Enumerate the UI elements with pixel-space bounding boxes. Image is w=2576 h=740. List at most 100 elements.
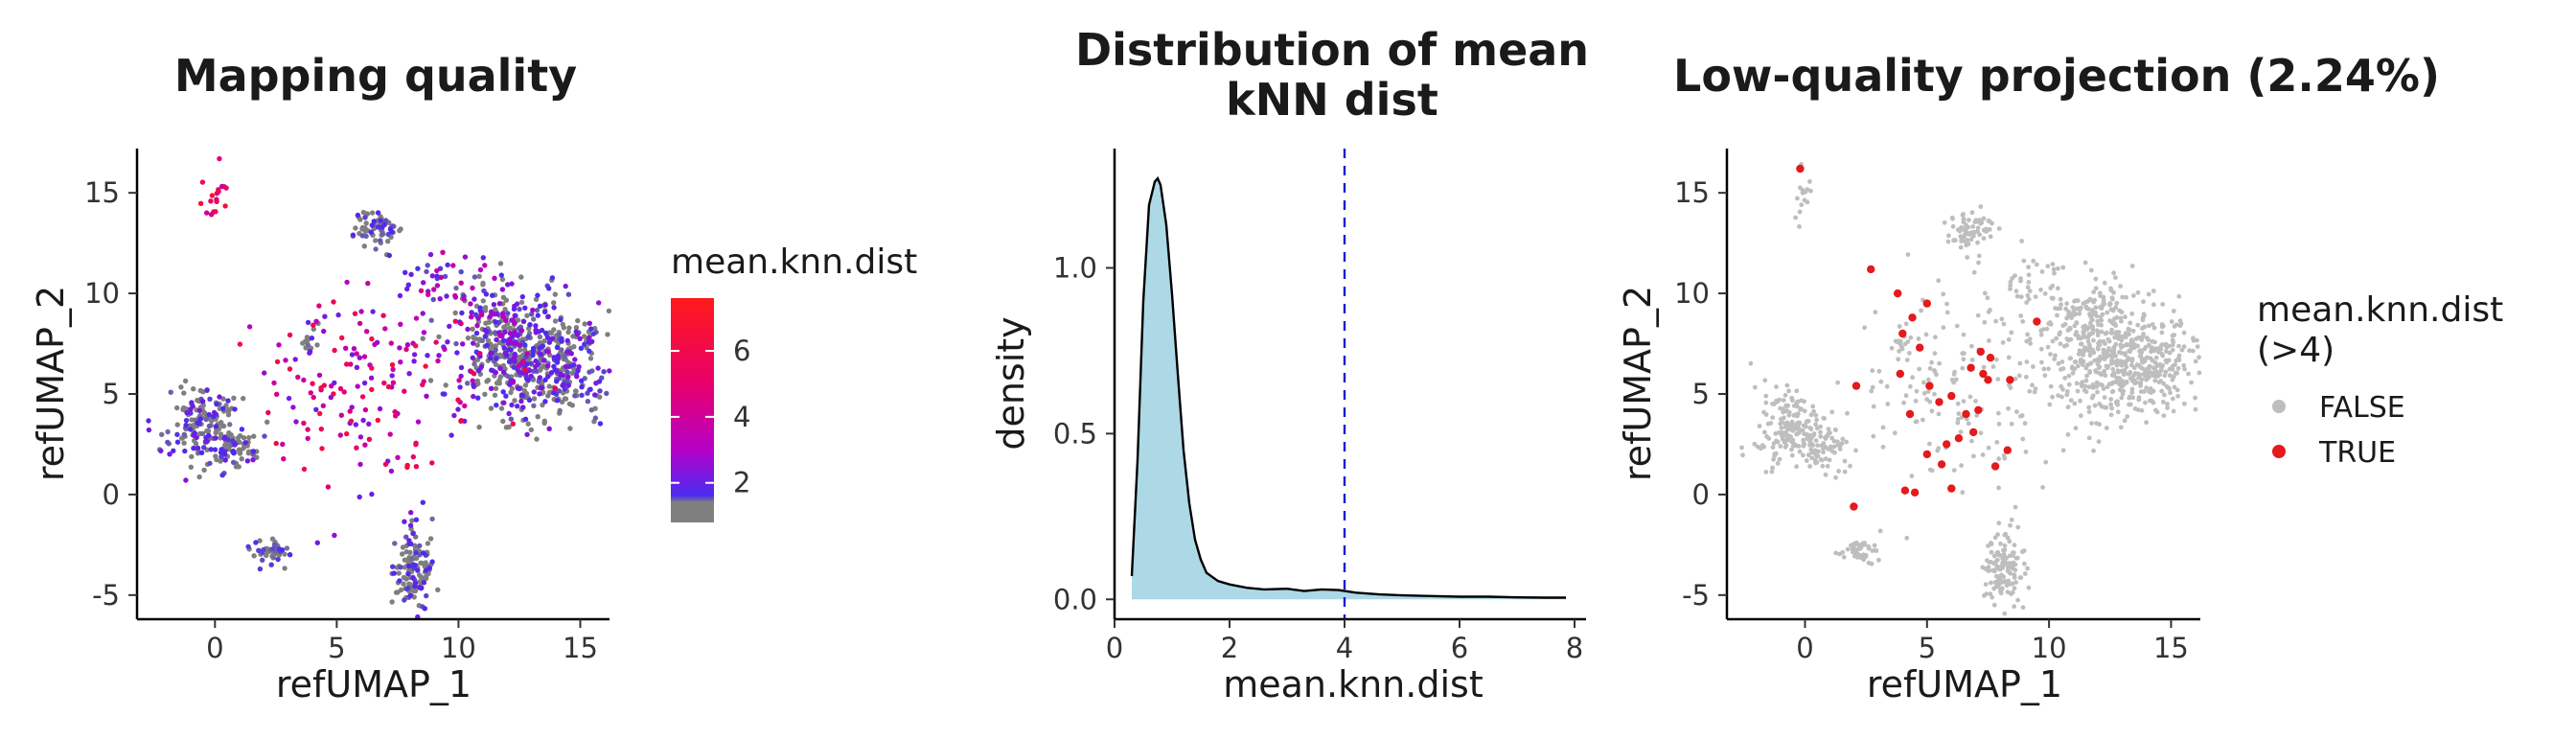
scatter-point: [1780, 436, 1785, 442]
scatter-point: [396, 570, 402, 576]
scatter-point: [569, 403, 575, 408]
scatter-point: [1965, 238, 1970, 243]
scatter-point: [2055, 306, 2060, 312]
scatter-point: [505, 373, 511, 380]
scatter-point: [1927, 366, 1933, 371]
scatter-point: [1985, 295, 1990, 301]
scatter-point: [2119, 337, 2125, 343]
scatter-point: [524, 312, 530, 318]
scatter-point: [458, 320, 464, 327]
scatter-point: [2112, 335, 2118, 340]
scatter-point: [325, 484, 332, 490]
scatter-point: [2071, 308, 2077, 313]
scatter-point: [205, 428, 212, 434]
scatter-point: [361, 380, 368, 386]
scatter-point: [592, 392, 598, 398]
scatter-point: [392, 408, 398, 415]
scatter-point: [1884, 383, 1890, 389]
scatter-point: [242, 440, 248, 446]
scatter-point: [2045, 264, 2051, 269]
scatter-point: [581, 334, 587, 339]
scatter-point: [2087, 361, 2093, 366]
scatter-point: [1795, 423, 1800, 428]
scatter-point: [2001, 547, 2006, 553]
scatter-point: [382, 326, 388, 332]
scatter-point: [319, 446, 325, 451]
scatter-point: [509, 340, 516, 346]
scatter-point: [537, 334, 543, 340]
scatter-point: [549, 335, 555, 341]
scatter-point: [194, 434, 199, 440]
scatter-point: [2001, 321, 2007, 327]
scatter-point: [1782, 392, 1788, 398]
scatter-point: [2133, 336, 2139, 341]
scatter-point: [1981, 364, 1987, 370]
scatter-point: [2170, 347, 2175, 353]
scatter-point: [437, 296, 443, 302]
scatter-point: [2161, 413, 2167, 418]
scatter-point: [456, 378, 462, 383]
scatter-point: [182, 448, 188, 454]
low-quality-point: [1976, 347, 1985, 357]
scatter-point: [2196, 355, 2202, 360]
scatter-point: [349, 352, 356, 358]
scatter-point: [1936, 278, 1942, 284]
scatter-point: [2027, 388, 2033, 394]
scatter-point: [2081, 353, 2086, 358]
scatter-point: [2095, 318, 2101, 324]
scatter-point: [596, 300, 602, 306]
scatter-point: [2046, 321, 2052, 326]
scatter-point: [2147, 342, 2151, 348]
scatter-point: [434, 267, 440, 274]
scatter-point: [2024, 359, 2030, 364]
scatter-point: [475, 315, 481, 321]
scatter-point: [1822, 416, 1827, 421]
scatter-point: [493, 385, 499, 391]
scatter-point: [2182, 401, 2187, 406]
scatter-point: [1997, 567, 2003, 572]
scatter-point: [232, 406, 238, 412]
scatter-point: [1783, 429, 1789, 435]
scatter-point: [301, 377, 307, 383]
scatter-point: [2163, 369, 2169, 375]
scatter-point: [1975, 240, 1980, 245]
scatter-point: [1951, 238, 1956, 243]
scatter-point: [188, 464, 194, 470]
x-tick-label: 2: [1221, 632, 1238, 664]
scatter-point: [1781, 398, 1786, 403]
scatter-point: [400, 551, 405, 557]
scatter-point: [2048, 352, 2053, 357]
scatter-point: [585, 399, 591, 405]
scatter-point: [2160, 363, 2166, 368]
scatter-point: [576, 364, 582, 370]
scatter-point: [545, 374, 551, 380]
scatter-point: [445, 262, 450, 268]
scatter-point: [241, 396, 246, 402]
scatter-point: [380, 231, 386, 237]
scatter-point: [545, 313, 551, 319]
scatter-point: [2129, 311, 2135, 316]
scatter-point: [1848, 463, 1852, 469]
scatter-point: [1994, 357, 1999, 362]
scatter-point: [497, 374, 504, 380]
scatter-point: [293, 419, 299, 425]
scatter-point: [2006, 336, 2012, 342]
panel-density: Distribution of mean kNN dist 0 2 4 6 80.00.…: [990, 24, 1589, 705]
scatter-point: [447, 323, 452, 330]
scatter-point: [579, 378, 585, 383]
scatter-point: [2058, 296, 2063, 302]
scatter-point: [363, 220, 369, 226]
scatter-point: [1982, 593, 1987, 598]
scatter-point: [1969, 358, 1975, 362]
scatter-point: [2013, 580, 2019, 585]
scatter-point: [1795, 411, 1801, 417]
scatter-point: [204, 439, 210, 445]
scatter-point: [519, 293, 525, 300]
scatter-point: [1990, 567, 1996, 573]
scatter-point: [448, 432, 454, 438]
scatter-point: [2141, 312, 2147, 317]
scatter-point: [546, 426, 552, 431]
scatter-point: [2033, 294, 2038, 299]
scatter-point: [2151, 325, 2157, 331]
scatter-point: [354, 351, 359, 357]
